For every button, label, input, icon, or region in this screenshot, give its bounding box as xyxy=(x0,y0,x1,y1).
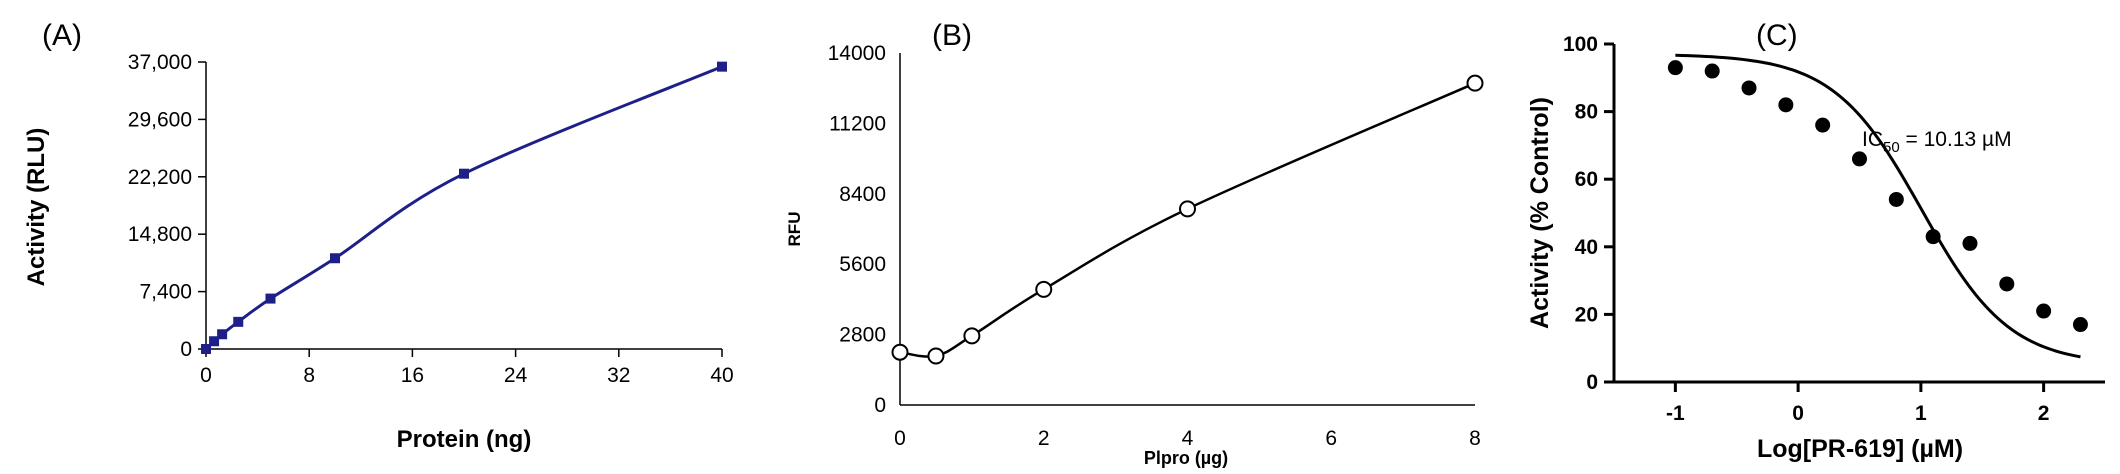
panel-a-x-label: Protein (ng) xyxy=(397,426,532,453)
panel-c-y-tick-label: 80 xyxy=(1575,101,1598,124)
panel-a-x-tick-label: 32 xyxy=(607,364,630,387)
panel-c-y-tick-label: 0 xyxy=(1586,371,1598,394)
panel-c-data-point xyxy=(1704,63,1720,79)
panel-b-x-label: Plpro (µg) xyxy=(1144,448,1228,468)
panel-a-y-tick-label: 29,600 xyxy=(128,108,192,131)
panel-b-y-tick-label: 14000 xyxy=(828,42,886,65)
ic50-value: = 10.13 µM xyxy=(1900,128,2012,151)
panel-a-data-point xyxy=(201,344,211,354)
panel-c-data-point xyxy=(1741,80,1757,96)
panel-c-label: (C) xyxy=(1756,19,1798,52)
panel-c-x-label: Log[PR-619] (µM) xyxy=(1757,435,1963,463)
panel-b-y-tick-label: 5600 xyxy=(839,253,886,276)
panel-a-y-tick-label: 7,400 xyxy=(139,281,192,304)
panel-c-data-point xyxy=(1815,117,1831,133)
panel-c-y-tick-label: 60 xyxy=(1575,168,1598,191)
panel-a-x-tick-label: 16 xyxy=(401,364,424,387)
panel-b-y-tick-label: 11200 xyxy=(829,112,886,135)
panel-b-series-line xyxy=(899,82,1476,358)
ic50-prefix: IC xyxy=(1862,128,1883,151)
panel-a-x-tick-label: 8 xyxy=(303,364,315,387)
panel-b-y-tick-label: 2800 xyxy=(839,324,886,347)
panel-a-data-point xyxy=(209,336,220,347)
panel-b-data-point xyxy=(1466,74,1484,92)
panel-a-y-tick-label: 37,000 xyxy=(128,51,192,74)
panel-a-data-point xyxy=(459,168,469,179)
panel-c-y-tick-label: 100 xyxy=(1563,33,1598,56)
panel-a-series-line xyxy=(204,65,723,351)
panel-a-data-point xyxy=(217,329,228,340)
panel-c-data-point xyxy=(1999,276,2015,292)
panel-c-x-tick-label: -1 xyxy=(1666,402,1685,425)
panel-c-y-tick-label: 40 xyxy=(1575,236,1598,259)
panel-b-data-point xyxy=(927,347,945,365)
panel-a-x-tick-label: 24 xyxy=(504,364,528,387)
ic50-subscript: 50 xyxy=(1883,139,1900,156)
panel-c-x-tick-label: 1 xyxy=(1915,402,1927,425)
panel-b: (B) 0 2800 5600 8400 11200 14000 0 2 4 6 8 RFU Pl… xyxy=(785,19,1484,468)
panel-b-y-label: RFU xyxy=(785,212,804,247)
panel-c-x-tick-label: 2 xyxy=(2038,402,2050,425)
panel-a: (A) 0 7,400 14,800 22,200 29,600 37,000 0 8 16 2… xyxy=(23,19,734,453)
panel-b-x-tick-label: 4 xyxy=(1182,427,1194,450)
panel-a-label: (A) xyxy=(42,19,82,52)
panel-a-y-tick-label: 0 xyxy=(180,338,192,361)
panel-a-data-point xyxy=(330,253,340,264)
panel-c-data-point xyxy=(1778,97,1794,113)
panel-c-data-point xyxy=(1925,229,1941,245)
panel-a-x-tick-label: 40 xyxy=(710,364,733,387)
panel-b-label: (B) xyxy=(932,19,972,52)
panel-c-data-point xyxy=(2072,317,2088,333)
panel-b-data-point xyxy=(1035,280,1053,298)
panel-c-data-point xyxy=(1962,235,1978,251)
panel-b-data-point xyxy=(963,327,981,345)
panel-b-x-tick-label: 0 xyxy=(894,427,906,450)
panel-c-x-tick-label: 0 xyxy=(1792,402,1804,425)
panel-b-y-tick-label: 8400 xyxy=(839,183,886,206)
panel-c-data-point xyxy=(1888,191,1904,207)
panel-b-x-tick-label: 2 xyxy=(1038,427,1050,450)
panel-a-y-label: Activity (RLU) xyxy=(23,128,50,287)
panel-a-data-point xyxy=(233,316,244,327)
panel-c-y-tick-label: 20 xyxy=(1575,303,1598,326)
panel-a-x-tick-label: 0 xyxy=(200,364,212,387)
panel-c: (C) 0 20 40 60 80 100 -1 0 1 2 IC50 = 10.13 µM A… xyxy=(1526,19,2105,463)
panel-c-data-point xyxy=(1667,60,1683,76)
panel-c-data-point xyxy=(1852,151,1867,167)
panel-b-data-point xyxy=(891,343,909,361)
panel-b-x-tick-label: 8 xyxy=(1469,427,1481,450)
panel-b-y-tick-label: 0 xyxy=(874,394,886,417)
panel-a-y-tick-label: 14,800 xyxy=(128,223,192,246)
panel-a-data-point xyxy=(265,293,276,304)
panel-b-data-point xyxy=(1179,200,1196,218)
panel-b-x-tick-label: 6 xyxy=(1325,427,1337,450)
panel-c-data-point xyxy=(2036,303,2052,319)
panel-c-ic50-annotation: IC50 = 10.13 µM xyxy=(1862,128,2012,156)
panel-a-data-point xyxy=(717,61,727,72)
panel-c-fit-curve xyxy=(1675,53,2081,359)
panel-c-y-label: Activity (% Control) xyxy=(1526,97,1554,329)
panel-a-y-tick-label: 22,200 xyxy=(128,166,192,189)
